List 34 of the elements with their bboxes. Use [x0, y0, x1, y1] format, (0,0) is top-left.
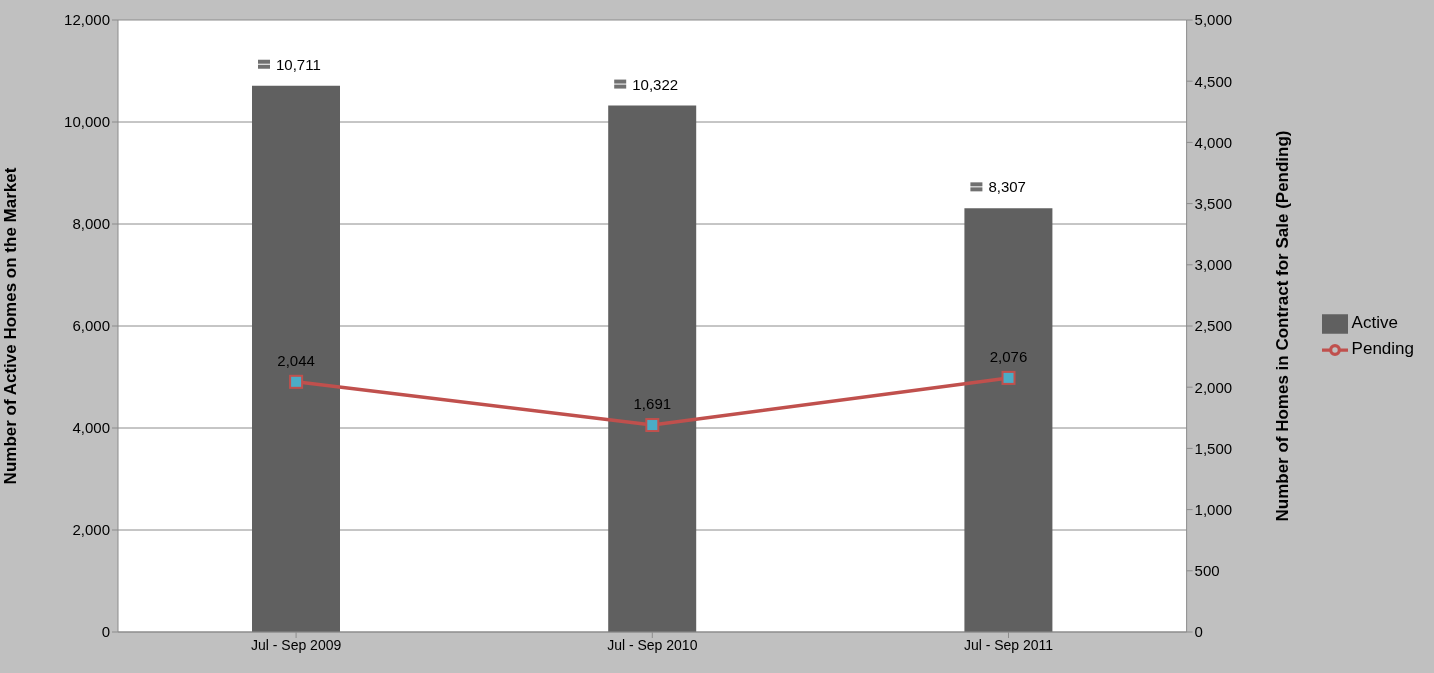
data-label: 10,711	[276, 55, 321, 73]
data-label: 2,076	[989, 347, 1028, 365]
y2-tick-label: 0	[1194, 623, 1203, 641]
y2-tick-label: 1,500	[1194, 439, 1233, 457]
y2-tick-label: 1,000	[1194, 500, 1233, 518]
x-tick-label: Jul - Sep 2011	[963, 636, 1054, 653]
data-label: 10,322	[632, 75, 679, 93]
y-axis-title: Number of Active Homes on the Market	[1, 167, 21, 485]
y2-tick-label: 500	[1194, 562, 1220, 580]
legend-label: Active	[1351, 312, 1398, 332]
y2-tick-label: 2,000	[1194, 378, 1233, 396]
y2-tick-label: 4,000	[1194, 133, 1233, 151]
y2-tick-label: 3,000	[1194, 256, 1233, 274]
y2-tick-label: 5,000	[1194, 11, 1233, 29]
y2-axis-title: Number of Homes in Contract for Sale (Pending)	[1272, 130, 1292, 522]
x-tick-label: Jul - Sep 2010	[607, 636, 698, 653]
y-tick-label: 6,000	[72, 317, 110, 335]
bar	[964, 208, 1053, 632]
data-label: 8,307	[988, 178, 1026, 196]
y2-tick-label: 4,500	[1194, 72, 1233, 90]
data-label: 1,691	[633, 395, 672, 413]
y-tick-label: 4,000	[72, 419, 110, 437]
x-tick-label: Jul - Sep 2009	[250, 636, 342, 653]
y-tick-label: 12,000	[64, 11, 110, 29]
bar	[252, 85, 340, 632]
y-tick-label: 10,000	[64, 113, 110, 131]
y-tick-label: 2,000	[72, 521, 110, 539]
y-tick-label: 8,000	[72, 215, 110, 233]
bar	[608, 105, 697, 632]
legend-label: Pending	[1351, 338, 1414, 358]
data-label: 2,044	[277, 351, 315, 369]
y-tick-label: 0	[101, 623, 110, 641]
y2-tick-label: 2,500	[1194, 317, 1233, 335]
y2-tick-label: 3,500	[1194, 194, 1233, 212]
